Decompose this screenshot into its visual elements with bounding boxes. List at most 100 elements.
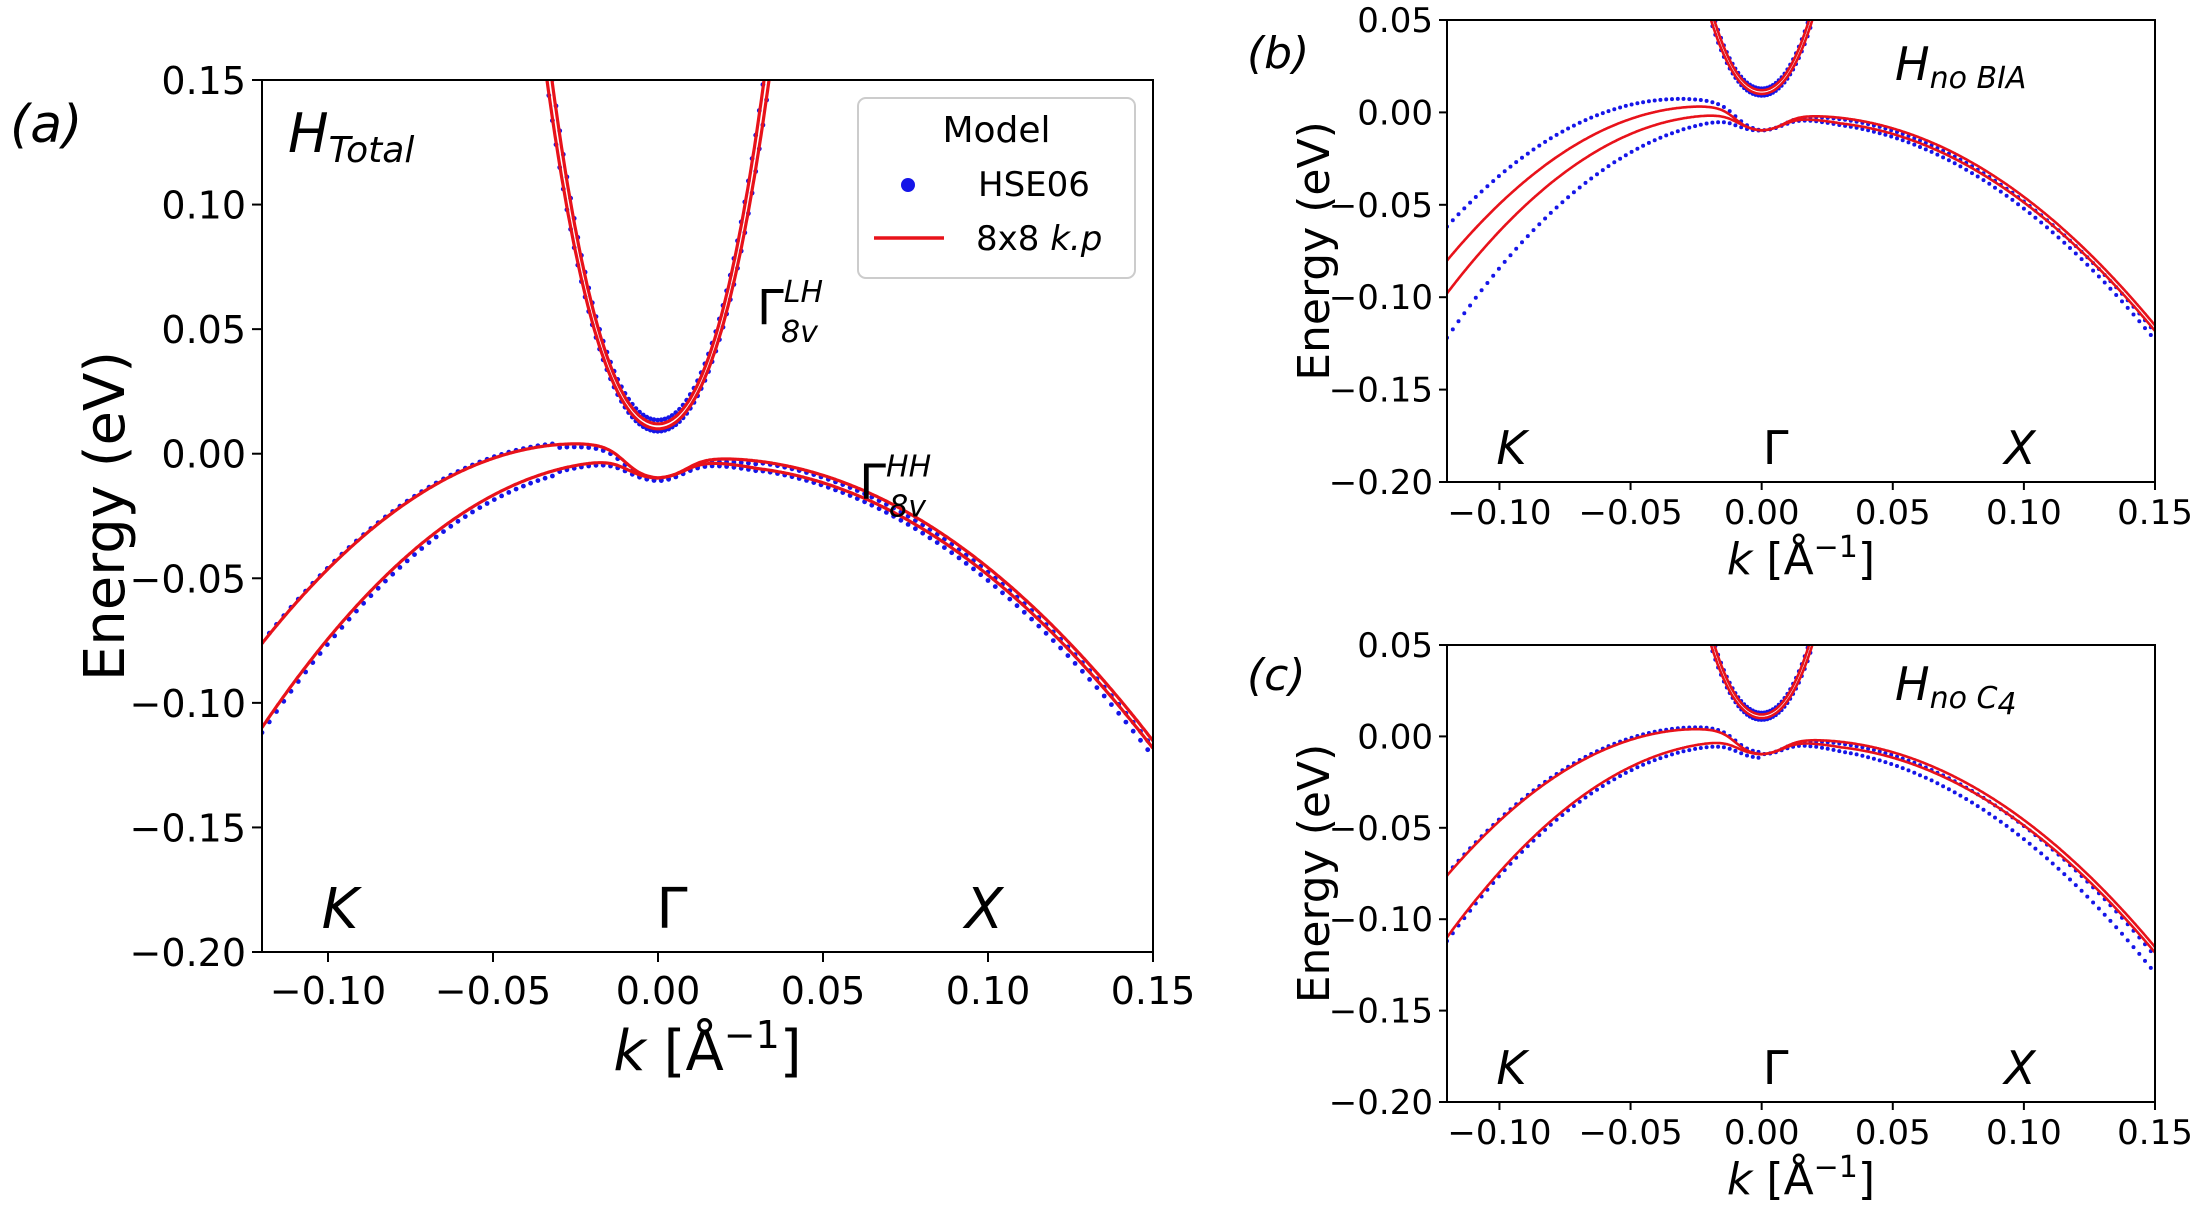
hse06-point: [1566, 126, 1571, 131]
hse06-point: [1705, 5, 1709, 9]
hse06-point: [1560, 200, 1565, 205]
y-tick-label: −0.10: [130, 682, 246, 726]
hse06-point: [528, 480, 533, 486]
hse06-point: [506, 490, 512, 495]
hse06-point: [1600, 784, 1605, 788]
hse06-point: [1710, 10, 1714, 14]
hse06-point: [1525, 151, 1530, 156]
hse06-point: [956, 555, 962, 561]
hse06-point: [1589, 176, 1594, 181]
hse06-point: [1485, 281, 1490, 285]
x-tick-label: −0.10: [1447, 493, 1551, 533]
hse06-point: [1716, 102, 1721, 107]
hse06-point: [1583, 118, 1588, 123]
x-tick-label: −0.05: [435, 969, 551, 1013]
hse06-point: [1531, 147, 1536, 152]
legend-kp-suffix: k.p: [1050, 219, 1102, 259]
hse06-point: [1641, 100, 1646, 105]
hse06-point: [949, 550, 955, 556]
hse06-point: [1906, 140, 1911, 145]
hse06-point: [1123, 719, 1129, 725]
hse06-point: [1964, 797, 1969, 801]
hse06-point: [404, 558, 410, 564]
hse06-point: [2120, 931, 2124, 936]
hse06-point: [1704, 98, 1709, 103]
hse06-point: [1837, 749, 1842, 754]
hse06-point: [1548, 822, 1553, 827]
hse06-point: [655, 417, 661, 423]
hse06-point: [484, 501, 490, 506]
hse06-point: [1970, 171, 1974, 176]
hse06-point: [2079, 257, 2084, 262]
hse06-point: [2108, 918, 2113, 923]
hse06-point: [1554, 132, 1559, 137]
x-axis-close: ]: [780, 1019, 802, 1084]
hse06-point: [1710, 635, 1714, 639]
hse06-point: [1652, 138, 1657, 143]
hse06-point: [1080, 668, 1085, 674]
hse06-point: [2114, 293, 2119, 297]
hse06-point: [1629, 149, 1634, 154]
x-tick-label: 0.10: [1986, 493, 2062, 533]
hse06-point: [1566, 195, 1571, 200]
hse06-point: [1629, 768, 1634, 773]
panel-a: −0.10 −0.05 0.00 0.05 0.10 0.15 −0.20 −0.15 −0.1…: [73, 55, 1195, 1084]
hse06-point: [1646, 140, 1651, 145]
hse06-point: [1508, 164, 1513, 169]
hse06-point: [2016, 832, 2021, 837]
h-main: H: [1895, 657, 1930, 711]
hse06-point: [662, 416, 668, 422]
band-annotation-hh: ΓHH 8v: [859, 450, 931, 525]
hse06-point: [1721, 105, 1726, 109]
y-tick-label: −0.05: [1329, 186, 1433, 226]
legend-kp-label: 8x8 k.p: [976, 219, 1102, 259]
hse06-point: [1007, 596, 1013, 602]
kp-line-v2: [1447, 741, 2155, 954]
hse06-point: [651, 417, 657, 423]
hse06-point: [1814, 744, 1819, 749]
hse06-point: [1704, 745, 1709, 750]
hse06-point: [2027, 211, 2032, 216]
hse06-point: [412, 552, 417, 557]
hse06-point: [1727, 746, 1732, 751]
legend-frame: [857, 97, 1136, 279]
hse06-point: [1866, 755, 1871, 760]
hse06-point: [2091, 268, 2096, 273]
x-tick-label: 0.05: [1855, 1113, 1931, 1153]
hse06-point: [1681, 749, 1686, 754]
hse06-point: [1958, 793, 1963, 798]
hse06-point: [1912, 142, 1917, 147]
hse06-point: [764, 55, 769, 60]
hse06-point: [419, 546, 425, 551]
hse06-point: [1595, 113, 1599, 118]
hse06-point: [1664, 754, 1669, 759]
y-tick-label: 0.00: [1357, 717, 1433, 757]
hse06-point: [1831, 747, 1836, 752]
hse06-point: [441, 529, 446, 534]
hse06-point: [913, 526, 918, 532]
hse06-point: [1618, 774, 1623, 778]
hse06-point: [1496, 174, 1501, 179]
hse06-point: [1560, 129, 1565, 134]
hse06-point: [361, 600, 366, 606]
hse06-point: [1900, 766, 1905, 771]
hse06-point: [1456, 212, 1461, 217]
kp-line-c1: [550, 80, 766, 426]
hse06-point: [1906, 768, 1911, 773]
x-tick-label: 0.15: [2117, 1113, 2193, 1153]
y-tick-label: −0.20: [1329, 463, 1433, 503]
hse06-point: [1705, 630, 1709, 634]
kp-line-v1: [262, 442, 1153, 742]
hse06-point: [1739, 125, 1744, 130]
hse06-point: [768, 72, 773, 77]
hse06-point: [1935, 152, 1940, 157]
hse06-point: [1664, 97, 1669, 102]
hse06-point: [1871, 748, 1876, 752]
y-tick-label: −0.15: [130, 806, 246, 850]
hse06-point: [1462, 311, 1467, 316]
hse06-point: [1468, 303, 1473, 308]
hse06-point: [1811, 1, 1815, 5]
kpoint-label-K: K: [1496, 421, 1530, 475]
hse06-point: [1675, 750, 1680, 755]
hse06-point: [1923, 775, 1928, 780]
